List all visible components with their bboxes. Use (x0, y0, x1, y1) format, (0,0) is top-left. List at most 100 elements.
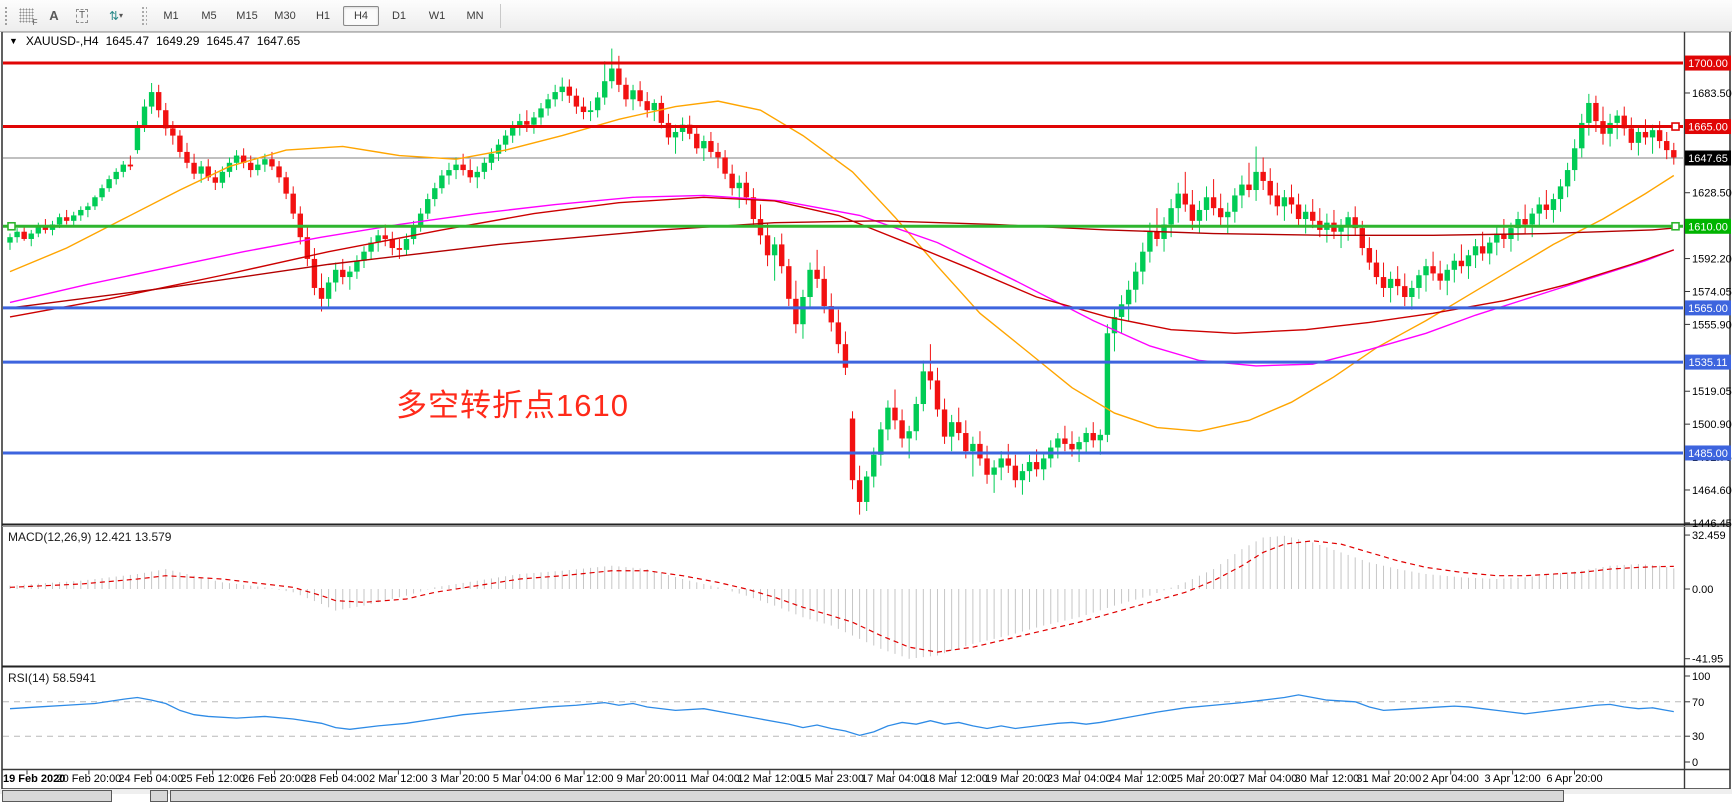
line-right-marker[interactable] (1672, 123, 1679, 130)
text-box-icon[interactable]: T (69, 4, 95, 28)
candle-body (737, 183, 742, 188)
candle-body (1147, 232, 1152, 252)
axis-label: 1555.90 (1692, 319, 1732, 331)
candle-body (446, 170, 451, 175)
candle-body (1537, 205, 1542, 214)
candle-body (283, 177, 288, 193)
candle-body (1544, 205, 1549, 210)
timeframe-button-m30[interactable]: M30 (267, 6, 303, 26)
candle-body (1303, 212, 1308, 219)
candle-body (836, 322, 841, 344)
candle-body (1572, 148, 1577, 170)
candle-body (970, 444, 975, 451)
candle-body (800, 297, 805, 324)
timeframe-button-h4[interactable]: H4 (343, 6, 379, 26)
candle-body (864, 477, 869, 502)
candle-body (744, 183, 749, 198)
window-tab-wide[interactable] (170, 790, 1564, 802)
ma-red-slow (10, 221, 1674, 308)
date-label: 3 Mar 20:00 (431, 773, 490, 785)
candle-body (1154, 232, 1159, 239)
line-left-marker[interactable] (8, 223, 15, 230)
candle-body (914, 404, 919, 431)
candle-body (1239, 185, 1244, 196)
ma-red-medium (10, 197, 1674, 333)
candle-body (1296, 205, 1301, 220)
window-tab[interactable] (2, 790, 112, 802)
candle-body (694, 134, 699, 149)
candle-body (814, 270, 819, 279)
axis-label: 1592.20 (1692, 254, 1732, 266)
candle-body (29, 234, 34, 239)
candle-body (1260, 172, 1265, 181)
toolbar-drag-handle[interactable] (4, 6, 9, 26)
date-label: 2 Mar 12:00 (369, 773, 428, 785)
candle-body (942, 409, 947, 436)
candle-body (906, 431, 911, 438)
candle-body (963, 433, 968, 451)
candle-body (460, 165, 465, 170)
date-label: 30 Mar 12:00 (1294, 773, 1359, 785)
macd-value: 12.421 (95, 530, 132, 544)
candle-body (1232, 195, 1237, 211)
timeframe-button-w1[interactable]: W1 (419, 6, 455, 26)
candle-body (1013, 466, 1018, 481)
candle-body (142, 107, 147, 127)
candle-body (425, 199, 430, 214)
date-label: 3 Apr 12:00 (1484, 773, 1540, 785)
period-separators-icon[interactable]: F (13, 4, 39, 28)
date-label: 26 Feb 20:00 (242, 773, 307, 785)
candle-body (191, 163, 196, 174)
candle-body (1409, 288, 1414, 297)
text-label-icon[interactable]: A (41, 4, 67, 28)
timeframe-button-d1[interactable]: D1 (381, 6, 417, 26)
candle-body (184, 152, 189, 163)
candle-body (984, 458, 989, 474)
collapse-triangle-icon[interactable]: ▼ (9, 36, 18, 46)
chart-ohlc-header: ▼ XAUUSD-,H4 1645.47 1649.29 1645.47 164… (9, 34, 300, 48)
candle-body (595, 98, 600, 111)
candle-body (1062, 438, 1067, 443)
candle-body (1076, 442, 1081, 449)
candle-body (1211, 197, 1216, 208)
date-label: 27 Mar 04:00 (1233, 773, 1298, 785)
candle-body (772, 244, 777, 255)
timeframe-button-mn[interactable]: MN (457, 6, 493, 26)
candle-body (1140, 252, 1145, 272)
rsi-value: 58.5941 (53, 671, 96, 685)
candle-body (1091, 433, 1096, 440)
candle-body (1218, 208, 1223, 217)
candle-body (786, 266, 791, 299)
window-tab-small[interactable] (150, 790, 168, 802)
candle-body (765, 235, 770, 255)
candle-body (928, 371, 933, 380)
arrow-objects-dropdown[interactable]: ⇅ ▾ (97, 4, 135, 28)
candle-body (1126, 290, 1131, 305)
candle-body (1629, 128, 1634, 143)
candle-body (1367, 248, 1372, 263)
candle-body (14, 232, 19, 237)
candle-body (538, 108, 543, 117)
timeframe-button-m15[interactable]: M15 (229, 6, 265, 26)
dropdown-caret-icon: ▾ (119, 11, 123, 20)
candle-body (673, 132, 678, 137)
chart-text-annotation[interactable]: 多空转折点1610 (396, 380, 629, 425)
candle-body (489, 154, 494, 163)
timeframe-button-h1[interactable]: H1 (305, 6, 341, 26)
candle-body (276, 166, 281, 177)
line-right-marker[interactable] (1672, 223, 1679, 230)
axis-label: 1500.90 (1692, 419, 1732, 431)
macd-indicator-label: MACD(12,26,9) 12.421 13.579 (8, 530, 171, 544)
timeframe-button-m1[interactable]: M1 (153, 6, 189, 26)
timeframe-button-m5[interactable]: M5 (191, 6, 227, 26)
date-label: 31 Mar 20:00 (1356, 773, 1421, 785)
candle-body (1246, 185, 1251, 190)
candle-body (1183, 194, 1188, 205)
axis-label: 100 (1692, 671, 1710, 683)
candle-body (779, 244, 784, 266)
date-label: 20 Feb 20:00 (56, 773, 121, 785)
candle-body (1197, 210, 1202, 221)
candle-body (453, 165, 458, 170)
